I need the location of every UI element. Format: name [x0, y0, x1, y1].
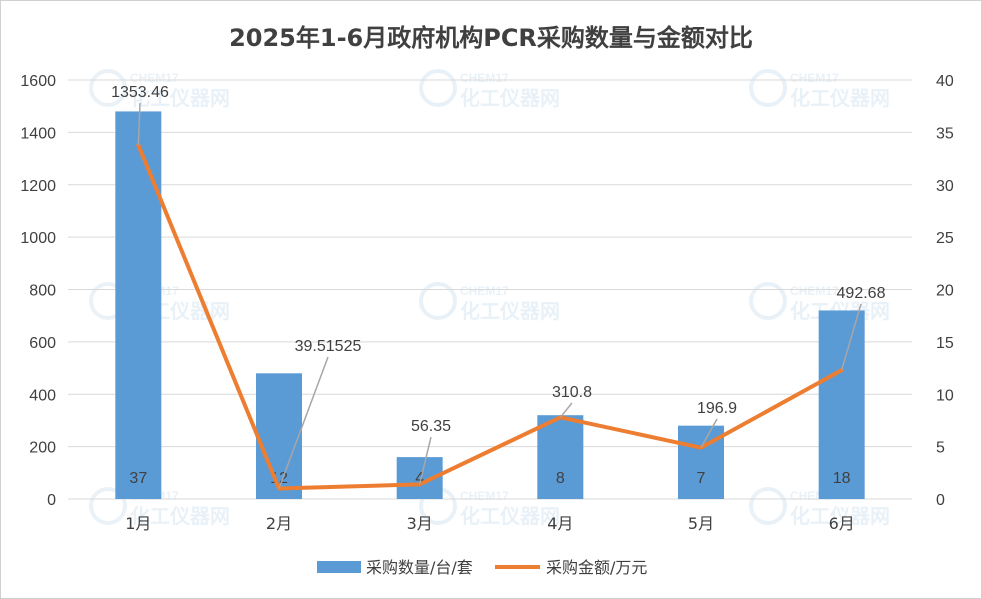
bar-data-label: 7: [697, 470, 706, 487]
left-tick-label: 1400: [20, 125, 56, 142]
bar-data-label: 18: [833, 470, 851, 487]
category-label: 4月: [547, 514, 573, 533]
category-axis: 1月 2月 3月 4月 5月 6月: [125, 514, 855, 533]
watermark-cn: 化工仪器网: [130, 504, 230, 528]
watermark-cn: 化工仪器网: [790, 86, 890, 110]
leader-line: [278, 356, 329, 489]
watermark-logo-icon: [749, 487, 787, 525]
bar: [818, 310, 865, 499]
left-tick-label: 1000: [20, 230, 56, 247]
bar-series: 37 12 4 8 7 18: [115, 111, 865, 500]
watermark-en: CHEM17: [460, 489, 509, 503]
bar-data-label: 8: [556, 470, 565, 487]
watermark-logo-icon: [749, 69, 787, 107]
line-path: [136, 144, 843, 491]
watermark-logo-icon: [749, 282, 787, 320]
line-data-label: 310.8: [552, 384, 592, 401]
right-y-axis: 0 5 10 15 20 25 30 35 40: [936, 73, 954, 509]
category-label: 1月: [125, 514, 151, 533]
gridlines: [68, 79, 912, 500]
bar: [256, 373, 302, 499]
watermark-en: CHEM17: [460, 71, 509, 85]
watermark-cn: 化工仪器网: [460, 504, 560, 528]
line-data-label: 39.51525: [295, 338, 362, 355]
watermark-cn: 化工仪器网: [790, 504, 890, 528]
right-tick-label: 0: [936, 492, 945, 509]
right-tick-label: 20: [936, 283, 954, 300]
legend: 采购数量/台/套 采购金额/万元: [317, 558, 647, 577]
watermark-en: CHEM17: [130, 71, 179, 85]
watermark-layer: CHEM17化工仪器网CHEM17化工仪器网CHEM17化工仪器网CHEM17化…: [89, 69, 890, 528]
watermark-logo-icon: [419, 282, 457, 320]
chart-title: 2025年1-6月政府机构PCR采购数量与金额对比: [229, 24, 753, 52]
watermark-logo-icon: [89, 69, 127, 107]
watermark-logo-icon: [419, 69, 457, 107]
line-data-label: 1353.46: [111, 84, 169, 101]
watermark-cn: 化工仪器网: [460, 299, 560, 323]
leader-line: [418, 436, 432, 485]
line-series: 1353.46 39.51525 56.35 310.8 196.9 492.68: [111, 84, 886, 491]
left-tick-label: 1600: [20, 73, 56, 90]
left-tick-label: 800: [29, 283, 56, 300]
legend-line-label: 采购金额/万元: [546, 558, 647, 577]
left-y-axis: 0 200 400 600 800 1000 1200 1400 1600: [20, 73, 56, 509]
left-tick-label: 600: [29, 335, 56, 352]
bar-data-label: 37: [129, 470, 147, 487]
leader-line: [840, 303, 862, 371]
left-tick-label: 1200: [20, 178, 56, 195]
legend-bar-swatch: [317, 561, 361, 573]
leader-line: [137, 102, 141, 145]
right-tick-label: 40: [936, 73, 954, 90]
right-tick-label: 15: [936, 335, 954, 352]
watermark-en: CHEM17: [790, 284, 839, 298]
line-data-label: 196.9: [697, 400, 737, 417]
watermark-en: CHEM17: [790, 71, 839, 85]
watermark-cn: 化工仪器网: [130, 86, 230, 110]
bar-data-label: 4: [415, 470, 424, 487]
category-label: 5月: [688, 514, 714, 533]
line-data-label: 492.68: [837, 285, 886, 302]
category-label: 6月: [829, 514, 855, 533]
right-tick-label: 5: [936, 440, 945, 457]
legend-bar-label: 采购数量/台/套: [366, 558, 473, 577]
watermark-logo-icon: [89, 487, 127, 525]
left-tick-label: 400: [29, 387, 56, 404]
right-tick-label: 25: [936, 230, 954, 247]
leader-line: [700, 418, 718, 449]
watermark-cn: 化工仪器网: [460, 86, 560, 110]
bar: [537, 415, 584, 499]
right-tick-label: 30: [936, 178, 954, 195]
right-tick-label: 10: [936, 387, 954, 404]
category-label: 3月: [407, 514, 433, 533]
watermark-en: CHEM17: [460, 284, 509, 298]
right-tick-label: 35: [936, 125, 954, 142]
leader-line: [559, 402, 573, 418]
left-tick-label: 200: [29, 440, 56, 457]
category-label: 2月: [266, 514, 292, 533]
left-tick-label: 0: [47, 492, 56, 509]
line-data-label: 56.35: [411, 418, 451, 435]
bar: [115, 111, 162, 500]
